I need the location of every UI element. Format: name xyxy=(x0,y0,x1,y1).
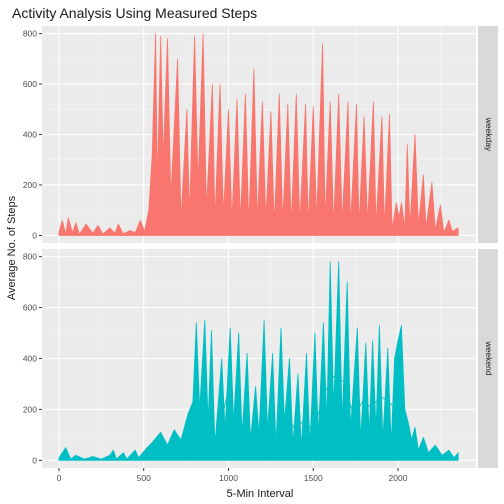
y-tick-label: 200 xyxy=(23,404,37,414)
y-tick-label: 600 xyxy=(23,303,37,313)
x-tick-label: 500 xyxy=(137,473,151,483)
facet-strip xyxy=(478,249,498,468)
facet-strip-label: weekday xyxy=(484,117,494,152)
y-tick-label: 800 xyxy=(23,29,37,39)
x-tick-label: 0 xyxy=(57,473,62,483)
chart-title: Activity Analysis Using Measured Steps xyxy=(12,5,257,21)
y-tick-label: 0 xyxy=(32,455,37,465)
series-line-weekday xyxy=(58,197,459,236)
y-axis-label: Average No. of Steps xyxy=(6,195,18,300)
y-tick-label: 200 xyxy=(23,180,37,190)
x-axis-label: 5-Min Interval xyxy=(227,488,294,500)
y-tick-label: 600 xyxy=(23,79,37,89)
facet-strip-label: weekend xyxy=(484,340,494,375)
facet-panel-weekday: 0 200 400 600 800 weekday xyxy=(23,26,498,243)
y-tick-label: 800 xyxy=(23,252,37,262)
x-tick-label: 1500 xyxy=(304,473,323,483)
y-tick-label: 0 xyxy=(32,230,37,240)
facet-panel-weekend: 0 200 400 600 800 weekend xyxy=(23,249,498,468)
facet-panels: 0 200 400 600 800 weekday 0 200 400 600 800 weekend xyxy=(23,26,498,468)
y-tick-label: 400 xyxy=(23,130,37,140)
y-tick-label: 400 xyxy=(23,354,37,364)
series-line-weekend xyxy=(58,375,459,460)
x-tick-label: 2000 xyxy=(389,473,408,483)
series-area-weekend xyxy=(58,261,459,461)
x-tick-label: 1000 xyxy=(219,473,238,483)
facet-strip xyxy=(478,26,498,243)
x-axis: 0 500 1000 1500 2000 xyxy=(57,468,408,483)
